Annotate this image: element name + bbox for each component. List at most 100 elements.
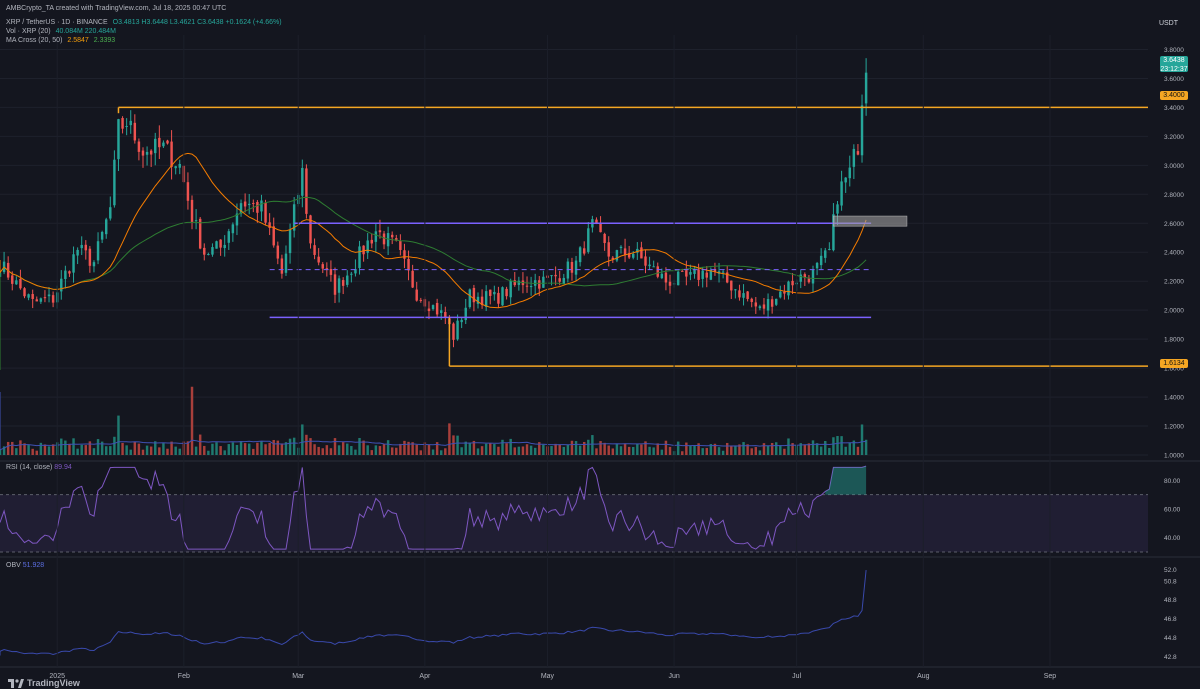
obv-tick-label: 46.8 <box>1164 616 1177 623</box>
candle-body <box>864 72 868 104</box>
candle-body <box>47 294 51 297</box>
candle-body <box>284 253 288 273</box>
candle-body <box>68 271 71 274</box>
volume-bar <box>844 446 847 455</box>
candle-body <box>162 142 165 147</box>
tradingview-logo[interactable]: TradingView <box>8 678 80 688</box>
candle-body <box>419 299 423 301</box>
candle-body <box>689 272 692 275</box>
volume-bar <box>80 444 83 455</box>
volume-bar <box>578 445 582 455</box>
candle-body <box>27 294 30 298</box>
candle-body <box>149 150 153 155</box>
ma-slow-value: 2.3393 <box>93 37 116 44</box>
volume-bar <box>47 446 51 455</box>
volume-values: 40.084M 220.484M <box>55 28 116 35</box>
candle-body <box>321 264 324 269</box>
price-tick-label: 2.0000 <box>1164 308 1184 315</box>
volume-bar <box>664 440 668 455</box>
candle-body <box>252 202 255 204</box>
volume-bar <box>109 446 112 455</box>
candle-body <box>640 247 643 259</box>
volume-bar <box>607 445 610 455</box>
volume-bar <box>521 446 525 455</box>
candle-body <box>685 270 688 277</box>
candle-body <box>791 280 794 286</box>
candle-body <box>100 232 104 240</box>
volume-bar <box>709 444 713 455</box>
volume-bar <box>742 442 745 455</box>
candle-body <box>15 280 18 285</box>
candle-body <box>840 181 843 206</box>
volume-bar <box>787 438 790 455</box>
volume-bar <box>292 437 296 455</box>
symbol-legend[interactable]: XRP / TetherUS · 1D · BINANCE O3.4813 H3… <box>6 19 285 27</box>
rsi-value: 89.94 <box>54 464 72 471</box>
candles <box>0 58 868 348</box>
volume-bar <box>439 450 443 455</box>
volume-ma-line <box>0 392 867 451</box>
volume-bar <box>619 446 623 455</box>
volume-bar <box>92 448 96 455</box>
volume-bar <box>656 443 659 455</box>
candle-body <box>121 118 124 129</box>
candle-body <box>607 242 610 257</box>
candle-body <box>480 296 484 305</box>
candle-body <box>799 274 802 282</box>
candle-body <box>542 276 545 288</box>
volume-bar <box>190 386 194 455</box>
candle-body <box>313 245 316 255</box>
volume-bar <box>472 440 476 455</box>
obv-value: 51.928 <box>22 562 45 569</box>
candle-body <box>194 220 198 222</box>
current-price: 3.6438 <box>1163 57 1185 64</box>
candle-body <box>158 137 161 148</box>
rsi-legend[interactable]: RSI (14, close) 89.94 <box>6 464 72 471</box>
volume-bar <box>717 447 721 455</box>
candle-body <box>746 291 749 299</box>
obv-tick-label: 52.0 <box>1164 567 1177 574</box>
candle-body <box>39 298 43 302</box>
volume-bar <box>517 446 521 455</box>
candle-body <box>766 299 770 311</box>
candle-body <box>435 302 439 315</box>
volume-bar <box>558 444 561 455</box>
candle-body <box>137 141 141 152</box>
rsi-overbought-fill <box>825 466 867 495</box>
support-price-tag: 1.6134 <box>1160 359 1188 368</box>
volume-bar <box>484 443 488 455</box>
volume-bar <box>676 441 680 455</box>
candle-body <box>611 257 615 260</box>
candle-body <box>525 285 529 287</box>
volume-bar <box>117 415 120 455</box>
volume-bar <box>852 440 856 455</box>
candle-body <box>227 231 231 243</box>
volume-bar <box>660 449 664 455</box>
candle-body <box>43 297 47 299</box>
obv-tick-label: 44.8 <box>1164 635 1177 642</box>
price-tick-label: 1.8000 <box>1164 337 1184 344</box>
volume-bar <box>121 442 124 455</box>
price-axis: 3.8000 3.6000 3.4000 3.2000 3.0000 2.8000 2.60… <box>1164 47 1184 460</box>
candle-body <box>762 304 766 309</box>
rsi-tick-label: 40.00 <box>1164 535 1181 542</box>
candle-body <box>468 289 472 308</box>
volume-bar <box>730 445 733 455</box>
volume-bar <box>848 442 851 455</box>
volume-bar <box>783 448 786 455</box>
symbol-name[interactable]: XRP / TetherUS · 1D · BINANCE <box>6 19 108 26</box>
volume-bar <box>166 448 169 455</box>
obv-label: OBV <box>6 562 21 569</box>
candle-body <box>664 272 668 283</box>
obv-legend[interactable]: OBV 51.928 <box>6 562 44 569</box>
candle-body <box>301 167 304 196</box>
volume-bar <box>378 446 382 455</box>
ma-cross-legend[interactable]: MA Cross (20, 50) 2.5847 2.3393 <box>6 37 118 45</box>
volume-bar <box>493 444 496 455</box>
volume-bar <box>321 448 324 455</box>
volume-bar <box>632 446 635 455</box>
candle-body <box>632 253 635 258</box>
volume-legend[interactable]: Vol · XRP (20) 40.084M 220.484M <box>6 28 119 36</box>
volume-bar <box>476 448 480 455</box>
candle-body <box>550 275 553 277</box>
